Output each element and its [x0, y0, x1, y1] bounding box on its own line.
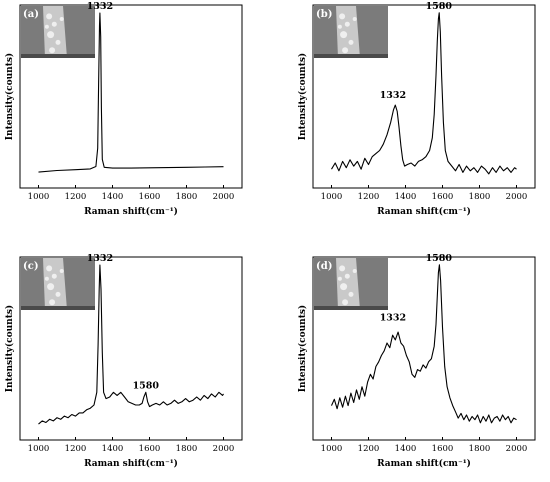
inset-scalebar-strip	[21, 306, 95, 310]
y-axis-title: Intensity(counts)	[297, 305, 308, 392]
panel-frame	[19, 256, 243, 441]
inset-particle	[59, 17, 64, 21]
x-axis-title: Raman shift(cm⁻¹)	[377, 458, 471, 469]
inset-particle	[344, 21, 350, 27]
inset-scalebar-strip	[314, 306, 388, 310]
x-tick-label: 1400	[102, 192, 124, 202]
x-tick-label: 1800	[469, 444, 491, 454]
sem-inset-image	[21, 6, 95, 58]
x-tick-label: 1400	[395, 444, 417, 454]
spectrum-line	[330, 264, 517, 424]
y-axis-title: Intensity(counts)	[297, 53, 308, 140]
inset-particle	[59, 269, 64, 273]
peak-label-1332: 1332	[87, 253, 113, 264]
panel-label: (a)	[23, 9, 39, 20]
inset-particle	[55, 291, 61, 297]
sem-inset-image	[21, 258, 95, 310]
y-axis-title: Intensity(counts)	[4, 53, 15, 140]
inset-particle	[44, 276, 49, 281]
peak-label-1332: 1332	[380, 90, 406, 101]
peak-label-1580: 1580	[133, 380, 160, 391]
x-tick-label: 1200	[65, 192, 87, 202]
inset-particle	[44, 24, 49, 29]
inset-particle	[352, 269, 357, 273]
inset-scalebar-strip	[314, 54, 388, 58]
inset-particle	[352, 17, 357, 21]
x-tick-label: 1200	[358, 444, 380, 454]
x-tick-label: 1000	[321, 444, 343, 454]
panel-label: (c)	[23, 261, 39, 272]
x-tick-label: 1600	[139, 444, 161, 454]
inset-particle	[348, 291, 354, 297]
panel-d: (d) 1000 1200 1400 1600 1800 2000 Raman shift(c…	[297, 253, 536, 469]
panel-label: (d)	[316, 261, 332, 272]
panel-frame	[19, 4, 243, 189]
x-tick-label: 1000	[28, 444, 50, 454]
inset-particle	[51, 273, 57, 279]
panel-a: (a) 1000 1200 1400 1600 1800 2000 Raman shift(c…	[4, 1, 243, 217]
inset-particle	[55, 39, 61, 45]
inset-particle	[339, 13, 346, 20]
x-axis-title: Raman shift(cm⁻¹)	[377, 206, 471, 217]
inset-particle	[342, 47, 349, 54]
panel-b: (b) 1000 1200 1400 1600 1800 2000 Raman shift(c…	[297, 1, 536, 217]
panel-c: (c) 1000 1200 1400 1600 1800 2000 Raman shift(c…	[4, 253, 243, 469]
sem-inset-image	[314, 258, 388, 310]
spectrum-line	[38, 264, 224, 425]
x-tick-label: 1800	[176, 192, 198, 202]
x-tick-label: 1400	[395, 192, 417, 202]
panel-frame	[312, 256, 536, 441]
x-axis-title: Raman shift(cm⁻¹)	[84, 458, 178, 469]
inset-particle	[47, 283, 55, 291]
spectrum-line	[331, 12, 517, 175]
peak-label-1332: 1332	[380, 312, 406, 323]
inset-particle	[340, 283, 348, 291]
x-tick-label: 1600	[432, 192, 454, 202]
x-tick-label: 2000	[506, 192, 528, 202]
sem-inset-image	[314, 6, 388, 58]
x-tick-label: 2000	[213, 192, 235, 202]
x-tick-label: 1600	[139, 192, 161, 202]
x-tick-label: 1800	[176, 444, 198, 454]
panel-frame	[312, 4, 536, 189]
peak-label-1580: 1580	[426, 1, 453, 12]
x-tick-label: 1400	[102, 444, 124, 454]
x-tick-label: 2000	[506, 444, 528, 454]
x-tick-label: 1000	[321, 192, 343, 202]
peak-label-1332: 1332	[87, 1, 113, 12]
inset-particle	[340, 31, 348, 39]
y-axis-title: Intensity(counts)	[4, 305, 15, 392]
x-tick-label: 1200	[358, 192, 380, 202]
inset-particle	[46, 13, 53, 20]
panel-label: (b)	[316, 9, 332, 20]
inset-particle	[49, 47, 56, 54]
inset-particle	[337, 24, 342, 29]
x-tick-label: 2000	[213, 444, 235, 454]
inset-particle	[51, 21, 57, 27]
inset-particle	[342, 299, 349, 306]
x-tick-label: 1800	[469, 192, 491, 202]
inset-particle	[348, 39, 354, 45]
x-tick-label: 1000	[28, 192, 50, 202]
inset-particle	[46, 265, 53, 272]
inset-particle	[337, 276, 342, 281]
x-axis-title: Raman shift(cm⁻¹)	[84, 206, 178, 217]
inset-particle	[47, 31, 55, 39]
inset-scalebar-strip	[21, 54, 95, 58]
spectrum-line	[38, 12, 224, 173]
inset-particle	[344, 273, 350, 279]
inset-particle	[339, 265, 346, 272]
x-tick-label: 1200	[65, 444, 87, 454]
x-tick-label: 1600	[432, 444, 454, 454]
inset-particle	[49, 299, 56, 306]
peak-label-1580: 1580	[426, 253, 453, 264]
